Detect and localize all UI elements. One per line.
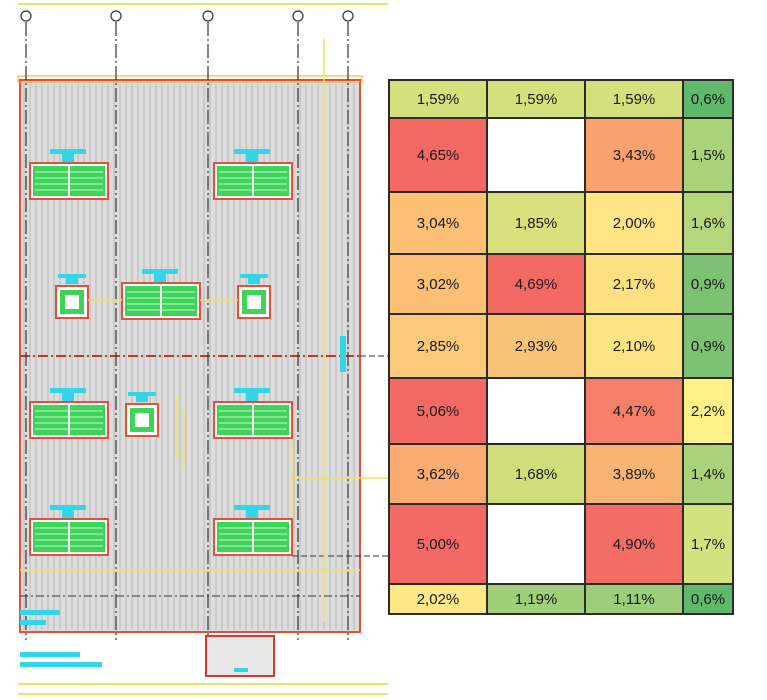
heatmap-cell: 4,65% — [388, 117, 488, 193]
heatmap-cell: 1,7% — [682, 503, 734, 585]
heatmap-cell: 4,47% — [584, 377, 684, 445]
heatmap-cell: 3,89% — [584, 443, 684, 505]
unit-coil — [33, 522, 68, 552]
heatmap-cell: 4,90% — [584, 503, 684, 585]
heatmap-cell: 1,68% — [486, 443, 586, 505]
vent-cap — [66, 278, 78, 284]
heatmap-cell: 1,59% — [584, 79, 684, 119]
unit-cap — [246, 154, 258, 162]
vent-core — [135, 413, 149, 427]
unit-coil — [217, 405, 252, 435]
unit-coil — [33, 166, 68, 196]
heatmap-row: 2,02% 1,19% 1,11% 0,6% — [388, 583, 734, 615]
unit-cap — [62, 510, 74, 518]
heatmap-cell: 5,06% — [388, 377, 488, 445]
vent-cap — [136, 396, 148, 402]
heatmap-cell: 4,69% — [486, 253, 586, 315]
grid-axes — [20, 10, 354, 640]
unit-cap — [246, 393, 258, 401]
unit-cap — [142, 269, 178, 274]
vent-cap — [248, 278, 260, 284]
unit-coil — [254, 166, 289, 196]
unit-cap — [62, 154, 74, 162]
legend-bar — [20, 652, 80, 657]
unit-cap — [234, 149, 270, 154]
unit-cap — [50, 388, 86, 393]
vent-core — [247, 295, 261, 309]
heatmap-table: 1,59% 1,59% 1,59% 0,6% 4,65% 3,43% 1,5% 3,04% 1,… — [388, 79, 734, 615]
heatmap-cell: 0,9% — [682, 253, 734, 315]
heatmap-row: 3,62% 1,68% 3,89% 1,4% — [388, 443, 734, 505]
heatmap-cell: 2,10% — [584, 313, 684, 379]
heatmap-cell: 0,6% — [682, 79, 734, 119]
vent-cap — [240, 274, 268, 278]
heatmap-cell: 2,93% — [486, 313, 586, 379]
grid-axis-marker — [20, 10, 32, 22]
vent-cap — [58, 274, 86, 278]
unit-cap — [50, 149, 86, 154]
cyan-marker — [340, 336, 346, 372]
unit-coil — [33, 405, 68, 435]
legend-bar — [20, 610, 60, 615]
heatmap-row: 5,00% 4,90% 1,7% — [388, 503, 734, 585]
grid-axis-marker — [110, 10, 122, 22]
legend-bar — [20, 662, 102, 667]
heatmap-cell: 2,17% — [584, 253, 684, 315]
heatmap-row: 1,59% 1,59% 1,59% 0,6% — [388, 79, 734, 119]
heatmap-row: 4,65% 3,43% 1,5% — [388, 117, 734, 193]
heatmap-cell: 0,9% — [682, 313, 734, 379]
unit-coil — [70, 166, 105, 196]
unit-coil — [70, 405, 105, 435]
legend-bar — [20, 620, 46, 625]
heatmap-cell: 2,85% — [388, 313, 488, 379]
unit-coil — [217, 522, 252, 552]
heatmap-body: 1,59% 1,59% 1,59% 0,6% 4,65% 3,43% 1,5% 3,04% 1,… — [388, 79, 734, 615]
heatmap-row: 3,04% 1,85% 2,00% 1,6% — [388, 191, 734, 255]
heatmap-cell — [486, 503, 586, 585]
annex-marker — [234, 668, 248, 672]
unit-coil — [162, 286, 197, 316]
unit-cap — [246, 510, 258, 518]
heatmap-cell: 5,00% — [388, 503, 488, 585]
heatmap-cell: 1,85% — [486, 191, 586, 255]
heatmap-cell: 3,04% — [388, 191, 488, 255]
unit-cap — [234, 505, 270, 510]
heatmap-cell: 1,5% — [682, 117, 734, 193]
heatmap-cell: 1,19% — [486, 583, 586, 615]
heatmap-cell: 3,02% — [388, 253, 488, 315]
unit-cap — [62, 393, 74, 401]
heatmap-cell: 1,59% — [486, 79, 586, 119]
grid-axis-marker — [342, 10, 354, 22]
heatmap-row: 5,06% 4,47% 2,2% — [388, 377, 734, 445]
unit-cap — [50, 505, 86, 510]
unit-cap — [234, 388, 270, 393]
vent-cap — [128, 392, 156, 396]
heatmap-cell — [486, 377, 586, 445]
unit-coil — [217, 166, 252, 196]
heatmap-cell: 3,43% — [584, 117, 684, 193]
unit-cap — [154, 274, 166, 282]
heatmap-cell: 2,00% — [584, 191, 684, 255]
unit-coil — [254, 405, 289, 435]
heatmap-cell: 1,4% — [682, 443, 734, 505]
grid-axis-marker — [292, 10, 304, 22]
heatmap-row: 2,85% 2,93% 2,10% 0,9% — [388, 313, 734, 379]
top-beam — [17, 75, 363, 83]
heatmap-cell: 2,02% — [388, 583, 488, 615]
unit-coil — [70, 522, 105, 552]
heatmap-cell: 1,11% — [584, 583, 684, 615]
unit-coil — [254, 522, 289, 552]
heatmap-cell: 1,59% — [388, 79, 488, 119]
heatmap-row: 3,02% 4,69% 2,17% 0,9% — [388, 253, 734, 315]
vent-core — [65, 295, 79, 309]
grid-axis-marker — [202, 10, 214, 22]
unit-coil — [125, 286, 160, 316]
heatmap-cell: 1,6% — [682, 191, 734, 255]
heatmap-cell: 2,2% — [682, 377, 734, 445]
equipment-layer — [29, 149, 293, 556]
heatmap-cell: 3,62% — [388, 443, 488, 505]
heatmap-cell: 0,6% — [682, 583, 734, 615]
heatmap-cell — [486, 117, 586, 193]
